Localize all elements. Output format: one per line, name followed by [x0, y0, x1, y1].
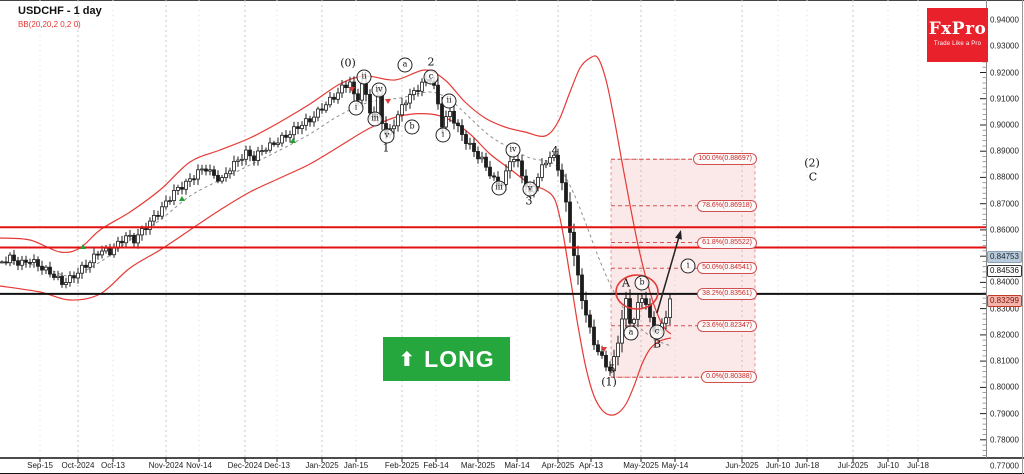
long-signal-badge: ⬆ LONG — [383, 337, 510, 381]
brand-name: FxPro — [928, 19, 987, 39]
up-arrow-icon: ⬆ — [398, 348, 416, 371]
indicator-label: BB(20,20,2 0,2 0) — [18, 20, 81, 29]
symbol-title: USDCHF - 1 day — [18, 5, 102, 17]
fxpro-logo: FxPro Trade Like a Pro — [927, 8, 988, 62]
brand-tagline: Trade Like a Pro — [933, 41, 982, 47]
signal-label: LONG — [424, 345, 495, 372]
